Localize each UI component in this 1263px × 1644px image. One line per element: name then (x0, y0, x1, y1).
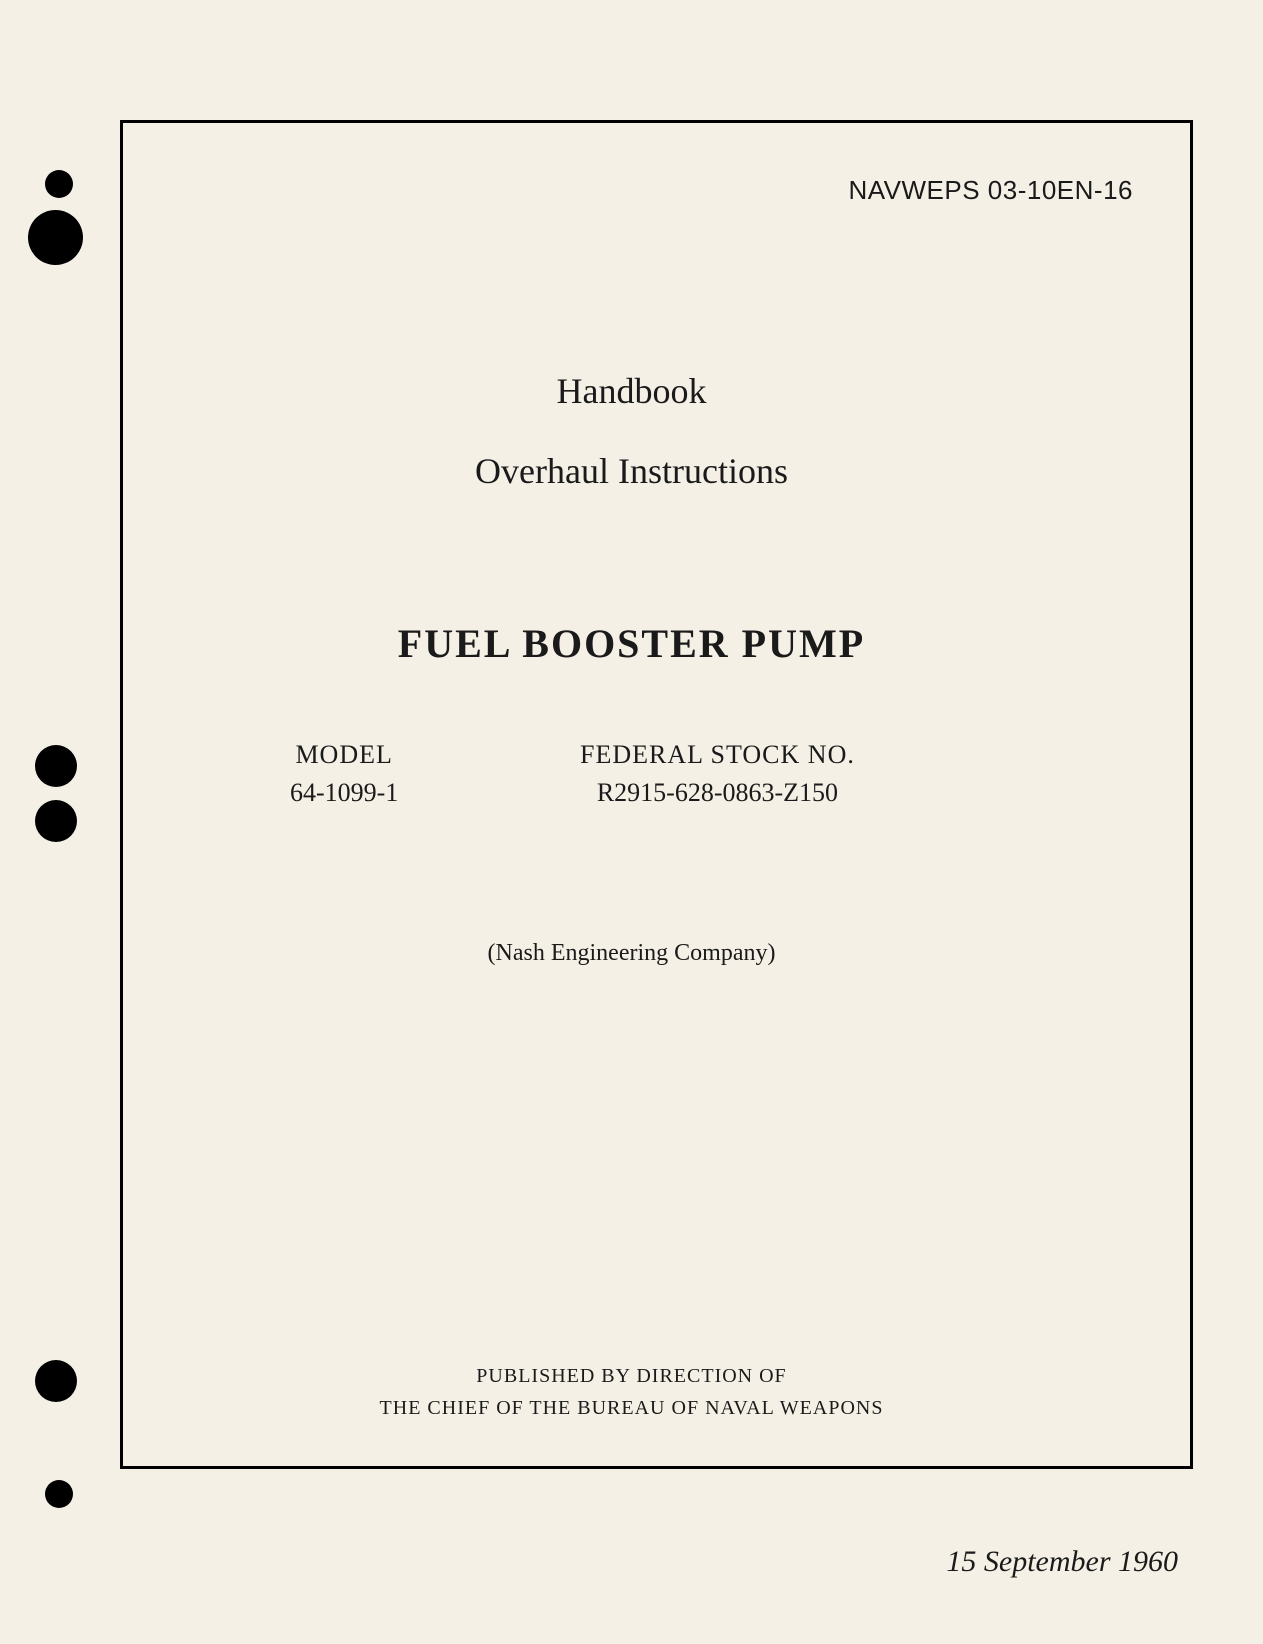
punch-hole (35, 745, 77, 787)
model-section: MODEL 64-1099-1 (290, 740, 398, 808)
publication-date: 15 September 1960 (946, 1545, 1178, 1579)
stock-value: R2915-628-0863-Z150 (580, 778, 855, 808)
document-number: NAVWEPS 03-10EN-16 (848, 175, 1133, 206)
punch-hole (28, 210, 83, 265)
stock-section: FEDERAL STOCK NO. R2915-628-0863-Z150 (580, 740, 855, 808)
publisher-line-1: PUBLISHED BY DIRECTION OF (0, 1360, 1263, 1392)
main-title: FUEL BOOSTER PUMP (0, 620, 1263, 667)
publisher-line-2: THE CHIEF OF THE BUREAU OF NAVAL WEAPONS (0, 1392, 1263, 1424)
punch-hole (35, 800, 77, 842)
company-name: (Nash Engineering Company) (0, 940, 1263, 967)
punch-hole (45, 170, 73, 198)
publisher-info: PUBLISHED BY DIRECTION OF THE CHIEF OF T… (0, 1360, 1263, 1424)
punch-hole (45, 1480, 73, 1508)
model-label: MODEL (290, 740, 398, 770)
handbook-title: Handbook (0, 370, 1263, 412)
overhaul-title: Overhaul Instructions (0, 450, 1263, 492)
model-value: 64-1099-1 (290, 778, 398, 808)
stock-label: FEDERAL STOCK NO. (580, 740, 855, 770)
